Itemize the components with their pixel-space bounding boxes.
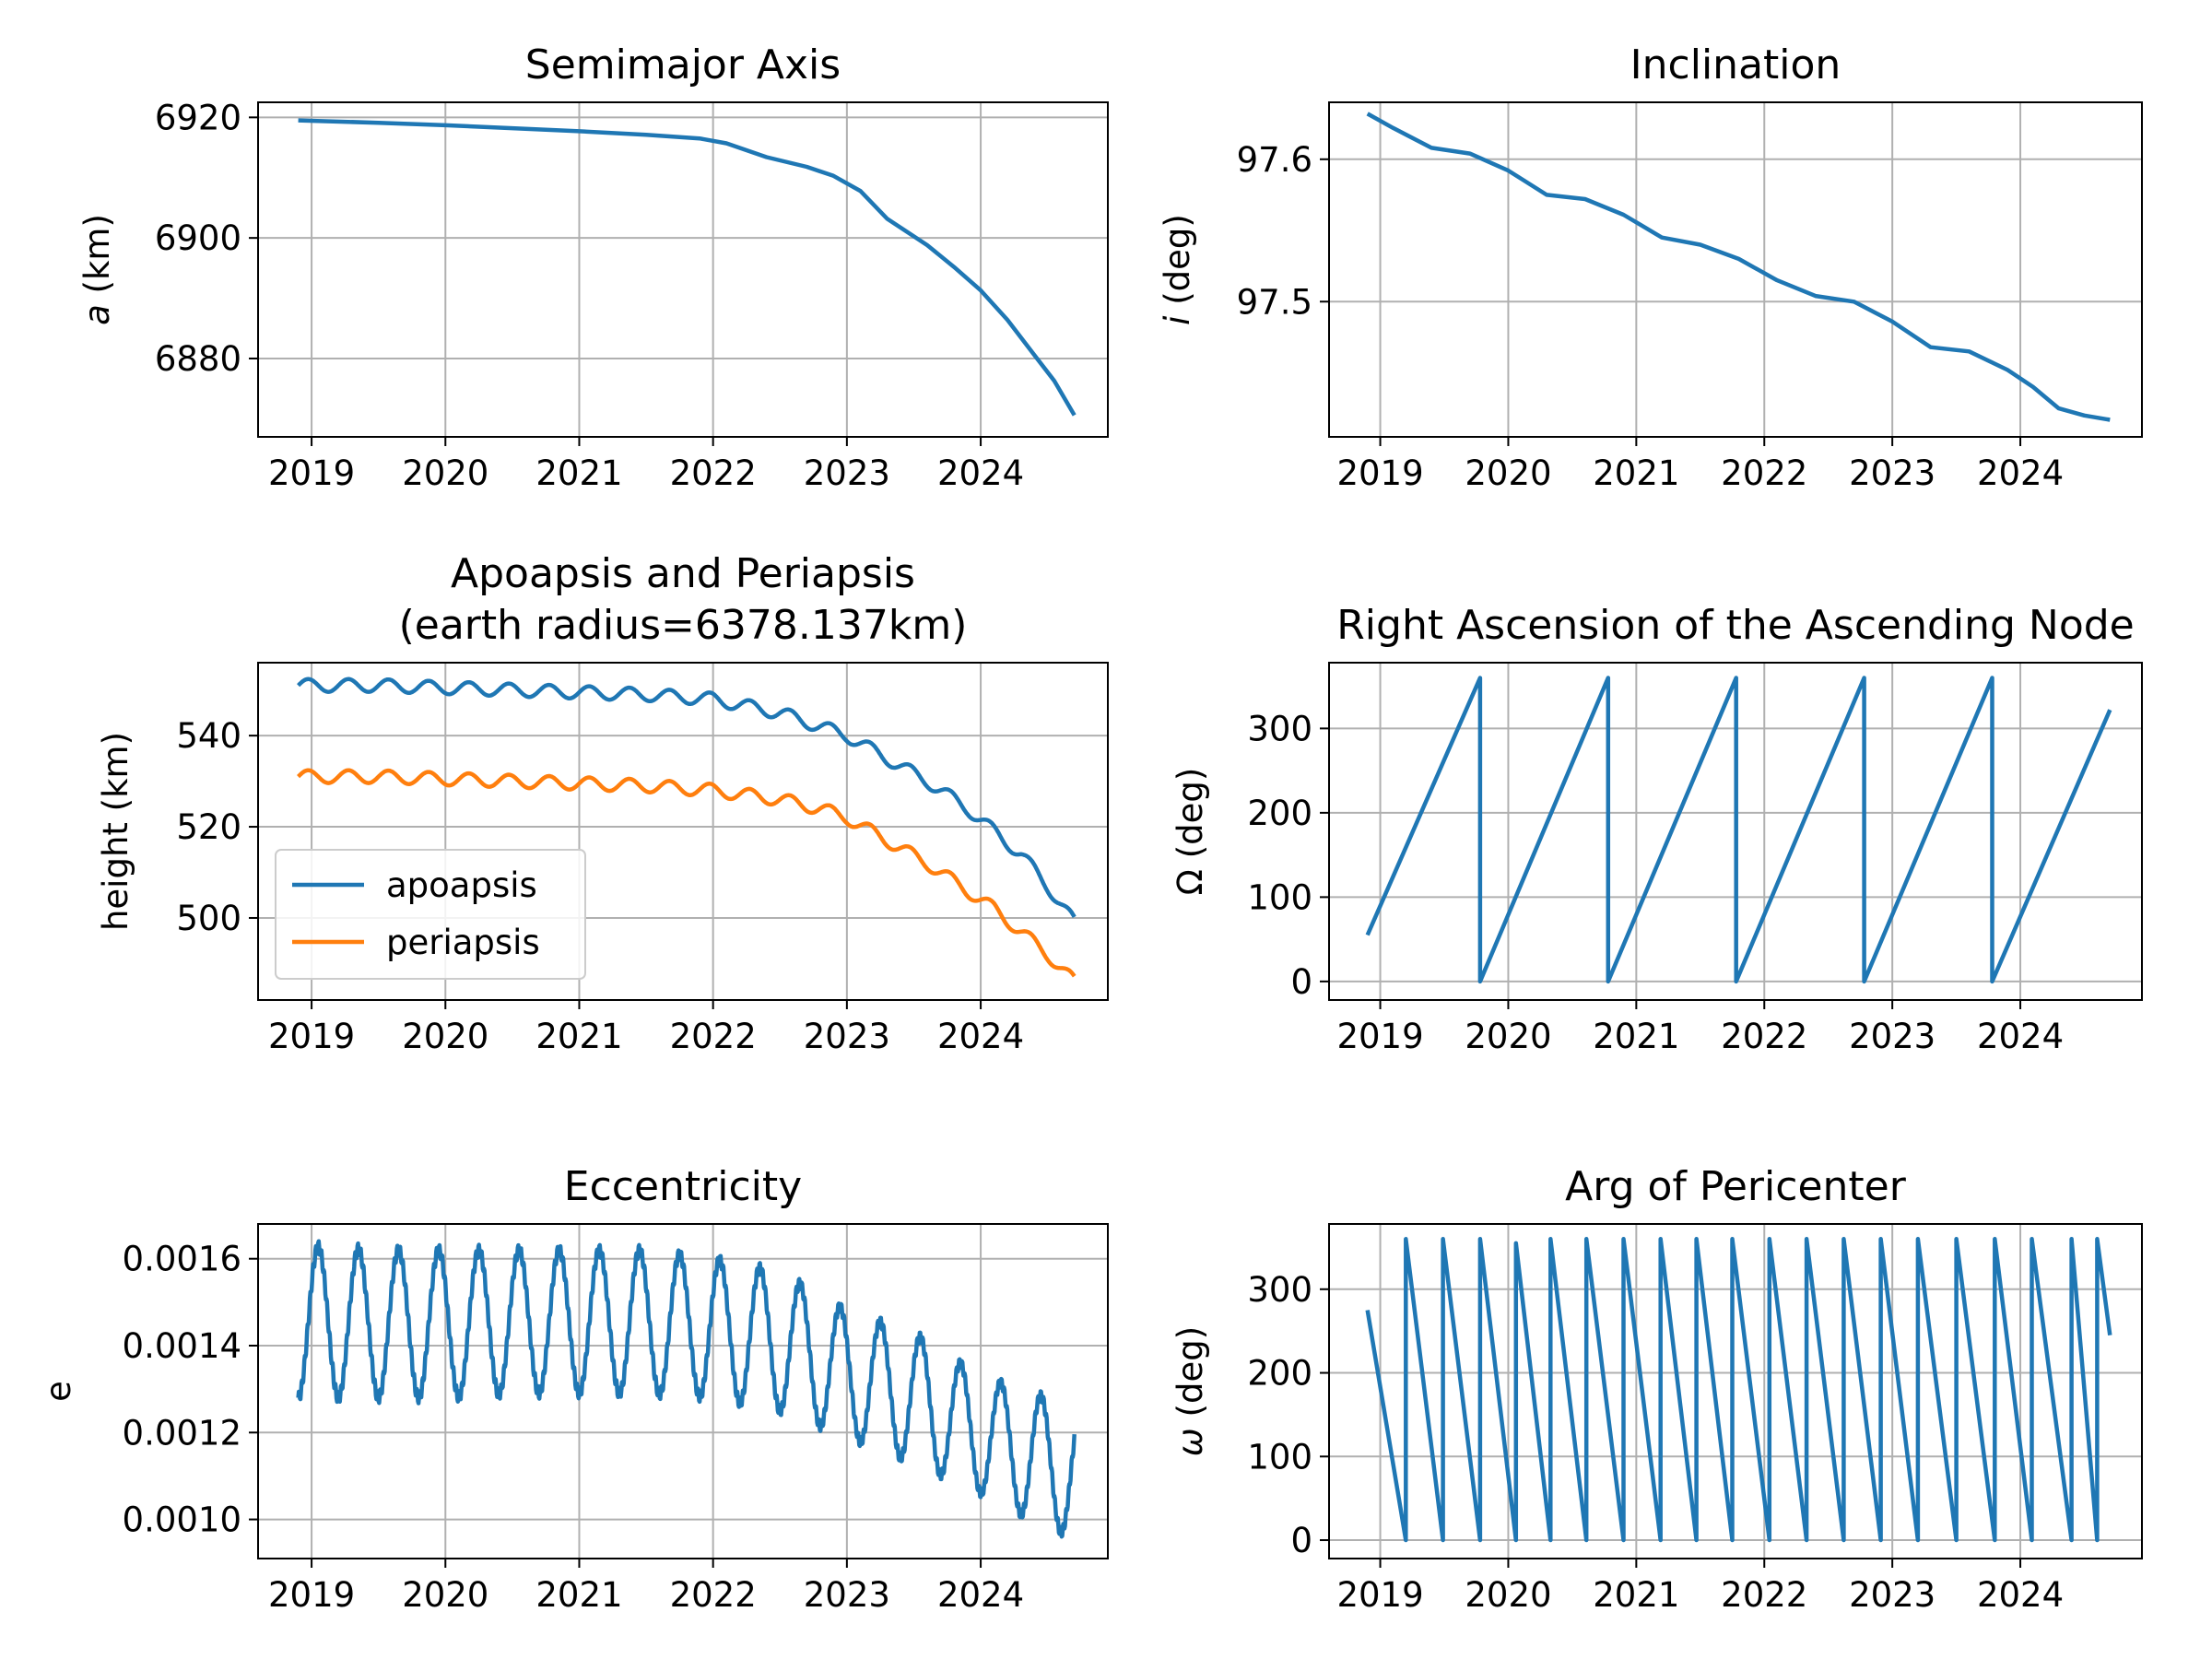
inclination-series-line	[1366, 112, 2111, 422]
y-tick-label: 540	[176, 716, 241, 756]
semimajor-series-line	[298, 118, 1077, 417]
x-tick-label: 2021	[1593, 1575, 1679, 1615]
argp-subplot: 2019 2020 2021 2022 2023 2024 0 100 200 300 Arg of…	[1171, 1163, 2143, 1615]
x-tick-label: 2021	[535, 1575, 622, 1615]
raan-subplot: 2019 2020 2021 2022 2023 2024 0 100 200 300 Right …	[1171, 602, 2143, 1056]
axes-frame	[257, 1223, 1109, 1559]
axes-frame	[1328, 1223, 2143, 1559]
x-tick-label: 2023	[1849, 1575, 1936, 1615]
x-tick-label: 2019	[1336, 1017, 1423, 1056]
eccentricity-subplot: 2019 2020 2021 2022 2023 2024 0.0010 0.0012 0.00…	[39, 1163, 1109, 1615]
apsides-subplot: 2019 2020 2021 2022 2023 2024 500 520 540 Apoapsi…	[96, 550, 1109, 1056]
x-tick-label: 2023	[804, 1017, 890, 1056]
x-tick-label: 2022	[670, 1017, 757, 1056]
subplot-title: Apoapsis and Periapsis (earth radius=6378…	[399, 550, 968, 649]
y-tick-label: 100	[1247, 877, 1312, 917]
x-tick-label: 2019	[268, 453, 355, 493]
y-tick-label: 0.0012	[123, 1413, 241, 1453]
y-tick-label: 0.0016	[123, 1240, 241, 1279]
periapsis-series-line	[297, 768, 1077, 978]
y-axis-label: height (km)	[96, 732, 135, 931]
y-tick-label: 520	[176, 807, 241, 847]
legend-label-periapsis: periapsis	[386, 923, 540, 962]
x-tick-label: 2024	[937, 453, 1024, 493]
x-tick-label: 2021	[1593, 1017, 1679, 1056]
y-tick-label: 6900	[155, 218, 241, 258]
x-tick-label: 2021	[535, 1017, 622, 1056]
argp-series-line	[1365, 1237, 2112, 1543]
x-tick-label: 2024	[937, 1575, 1024, 1615]
x-tick-label: 2024	[1977, 1017, 2064, 1056]
y-tick-label: 6880	[155, 339, 241, 379]
x-tick-label: 2020	[1465, 453, 1551, 493]
legend-label-apoapsis: apoapsis	[386, 865, 537, 905]
y-tick-label: 200	[1247, 794, 1312, 833]
y-tick-label: 0	[1290, 962, 1312, 1002]
eccentricity-series-line	[296, 1239, 1077, 1539]
x-tick-label: 2022	[1721, 1017, 1807, 1056]
inclination-subplot: 2019 2020 2021 2022 2023 2024 97.5 97.6 Inclinat…	[1158, 41, 2143, 493]
x-tick-label: 2022	[670, 1575, 757, 1615]
x-tick-label: 2024	[1977, 1575, 2064, 1615]
y-tick-label: 300	[1247, 1270, 1312, 1310]
x-tick-label: 2019	[268, 1017, 355, 1056]
x-tick-label: 2022	[1721, 453, 1807, 493]
y-tick-label: 6920	[155, 98, 241, 137]
y-tick-label: 0.0010	[123, 1500, 241, 1540]
y-tick-label: 0	[1290, 1521, 1312, 1560]
x-tick-label: 2023	[804, 453, 890, 493]
y-tick-label: 500	[176, 899, 241, 938]
axes-frame	[257, 101, 1109, 438]
x-tick-label: 2023	[1849, 453, 1936, 493]
axes-frame	[257, 662, 1109, 1001]
subplot-title: Semimajor Axis	[525, 41, 841, 88]
subplot-title: Inclination	[1630, 41, 1841, 88]
y-tick-label: 97.6	[1237, 140, 1312, 180]
raan-series-line	[1365, 676, 2112, 984]
y-tick-label: 100	[1247, 1437, 1312, 1477]
axes-frame	[1328, 101, 2143, 438]
y-tick-label: 200	[1247, 1354, 1312, 1394]
x-tick-label: 2022	[670, 453, 757, 493]
axes-frame	[1328, 662, 2143, 1001]
x-tick-label: 2023	[1849, 1017, 1936, 1056]
y-axis-label: a (km)	[77, 214, 117, 325]
legend-box	[275, 849, 586, 980]
y-tick-label: 0.0014	[123, 1326, 241, 1366]
subplot-title: Right Ascension of the Ascending Node	[1336, 602, 2135, 649]
x-tick-label: 2019	[1336, 1575, 1423, 1615]
semimajor-subplot: 2019 2020 2021 2022 2023 2024 6880 6900 6920 Semi…	[77, 41, 1109, 493]
x-tick-label: 2021	[1593, 453, 1679, 493]
x-tick-label: 2020	[1465, 1575, 1551, 1615]
x-tick-label: 2024	[1977, 453, 2064, 493]
y-axis-label: ω (deg)	[1171, 1326, 1210, 1456]
x-tick-label: 2020	[1465, 1017, 1551, 1056]
y-axis-label: Ω (deg)	[1171, 768, 1210, 896]
x-tick-label: 2021	[535, 453, 622, 493]
x-tick-label: 2024	[937, 1017, 1024, 1056]
x-tick-label: 2022	[1721, 1575, 1807, 1615]
x-tick-label: 2020	[402, 1575, 488, 1615]
apoapsis-series-line	[297, 677, 1077, 918]
y-axis-label: e	[39, 1381, 78, 1402]
y-tick-label: 97.5	[1237, 282, 1312, 322]
y-tick-label: 300	[1247, 709, 1312, 748]
y-axis-label: i (deg)	[1158, 214, 1197, 325]
x-tick-label: 2023	[804, 1575, 890, 1615]
x-tick-label: 2020	[402, 453, 488, 493]
x-tick-label: 2019	[1336, 453, 1423, 493]
subplot-title: Eccentricity	[564, 1163, 802, 1210]
x-tick-label: 2020	[402, 1017, 488, 1056]
x-tick-label: 2019	[268, 1575, 355, 1615]
subplot-title: Arg of Pericenter	[1565, 1163, 1907, 1210]
